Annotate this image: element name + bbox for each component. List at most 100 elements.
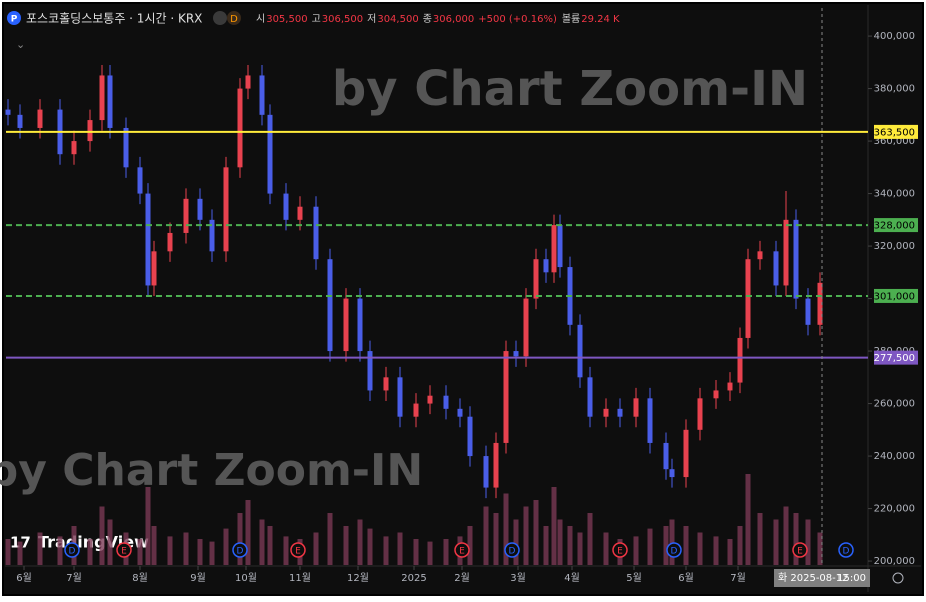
x-tick-label: 8월 bbox=[132, 572, 148, 584]
ohlc-key: 시 bbox=[256, 13, 265, 25]
ohlc-value: 306,000 bbox=[433, 14, 474, 25]
event-label: E bbox=[617, 547, 623, 557]
badge-bg bbox=[227, 11, 241, 25]
candle-body bbox=[697, 398, 703, 430]
volume-bar bbox=[37, 532, 43, 565]
x-tick-label: 12월 bbox=[347, 572, 369, 584]
volume-bar bbox=[137, 539, 143, 565]
event-marker[interactable] bbox=[290, 542, 306, 558]
volume-bar bbox=[543, 526, 549, 565]
candle-body bbox=[737, 337, 743, 383]
y-tick-label: 340,000 bbox=[874, 189, 915, 200]
volume-bar bbox=[805, 519, 811, 565]
candle-body bbox=[313, 206, 319, 260]
event-label: D bbox=[69, 547, 76, 557]
volume-bar bbox=[567, 526, 573, 565]
event-marker[interactable] bbox=[838, 542, 854, 558]
volume-bar bbox=[483, 506, 489, 565]
event-marker[interactable] bbox=[116, 542, 132, 558]
event-label: D bbox=[843, 547, 850, 557]
event-marker[interactable] bbox=[666, 542, 682, 558]
volume-bar bbox=[167, 536, 173, 565]
volume-value: 29.24 K bbox=[581, 14, 620, 25]
event-label: E bbox=[459, 547, 465, 557]
candle-body bbox=[383, 377, 389, 391]
event-marker[interactable] bbox=[504, 542, 520, 558]
crosshair-label-bg bbox=[774, 569, 870, 587]
volume-bar bbox=[383, 536, 389, 565]
volume-bar bbox=[557, 519, 563, 565]
volume-bar bbox=[397, 532, 403, 565]
candle-body bbox=[577, 324, 583, 378]
x-tick-label: 2월 bbox=[454, 572, 470, 584]
candle-body bbox=[413, 403, 419, 417]
candle-body bbox=[523, 298, 529, 357]
candle-body bbox=[327, 259, 333, 352]
symbol-name[interactable]: 포스코홀딩스보통주 · 1시간 · KRX bbox=[26, 12, 202, 26]
candle-body bbox=[259, 75, 265, 115]
volume-bar bbox=[523, 506, 529, 565]
candle-body bbox=[669, 469, 675, 478]
candle-body bbox=[713, 390, 719, 399]
event-marker[interactable] bbox=[232, 542, 248, 558]
volume-bar bbox=[223, 528, 229, 565]
event-marker[interactable] bbox=[792, 542, 808, 558]
change: +500 (+0.16%) bbox=[478, 14, 557, 25]
candle-body bbox=[427, 395, 433, 404]
x-tick-label: 2025 bbox=[401, 573, 426, 584]
volume-bar bbox=[283, 536, 289, 565]
candle-body bbox=[783, 219, 789, 286]
candle-body bbox=[493, 442, 499, 488]
candle-body bbox=[87, 120, 93, 142]
volume-bar bbox=[343, 526, 349, 565]
candle-body bbox=[107, 75, 113, 128]
candle-body bbox=[503, 351, 509, 443]
logo: TradingView bbox=[38, 533, 149, 552]
candle-body bbox=[167, 232, 173, 252]
volume-bar bbox=[209, 541, 215, 565]
y-tick-label: 400,000 bbox=[874, 31, 915, 42]
volume-bar bbox=[817, 532, 823, 565]
x-tick-label: 4월 bbox=[564, 572, 580, 584]
x-tick-label: 7월 bbox=[66, 572, 82, 584]
volume-bar bbox=[5, 539, 11, 565]
volume-bar bbox=[17, 541, 23, 565]
level-label: 363,500 bbox=[874, 127, 915, 138]
candle-body bbox=[647, 398, 653, 443]
candle-body bbox=[617, 408, 623, 417]
candle-body bbox=[757, 251, 763, 260]
candle-body bbox=[357, 298, 363, 352]
event-label: E bbox=[295, 547, 301, 557]
x-tick-label: 5월 bbox=[626, 572, 642, 584]
event-marker[interactable] bbox=[612, 542, 628, 558]
volume-bar bbox=[367, 528, 373, 565]
y-tick-label: 380,000 bbox=[874, 84, 915, 95]
event-marker[interactable] bbox=[64, 542, 80, 558]
candle-body bbox=[151, 251, 157, 286]
candle-body bbox=[603, 408, 609, 417]
volume-bar bbox=[357, 519, 363, 565]
candle-body bbox=[557, 225, 563, 268]
event-marker[interactable] bbox=[454, 542, 470, 558]
collapse-icon[interactable]: ⌄ bbox=[16, 38, 25, 51]
volume-bar bbox=[647, 528, 653, 565]
volume-bar bbox=[197, 539, 203, 565]
badge-dot bbox=[213, 11, 227, 25]
x-tick-label: 6월 bbox=[678, 572, 694, 584]
event-label: E bbox=[797, 547, 803, 557]
candle-body bbox=[663, 442, 669, 470]
y-tick-label: 200,000 bbox=[874, 556, 915, 567]
volume-bar bbox=[107, 519, 113, 565]
volume-bar bbox=[713, 536, 719, 565]
settings-icon[interactable] bbox=[892, 572, 904, 584]
level-label-bg bbox=[874, 218, 918, 233]
candle-body bbox=[587, 377, 593, 417]
y-tick-label: 260,000 bbox=[874, 399, 915, 410]
volume-bar bbox=[737, 526, 743, 565]
candle-body bbox=[343, 298, 349, 352]
volume-key: 볼륨 bbox=[562, 13, 580, 25]
symbol-logo bbox=[7, 11, 21, 25]
volume-bar bbox=[513, 519, 519, 565]
candle-body bbox=[145, 193, 151, 286]
candle-body bbox=[99, 75, 105, 121]
